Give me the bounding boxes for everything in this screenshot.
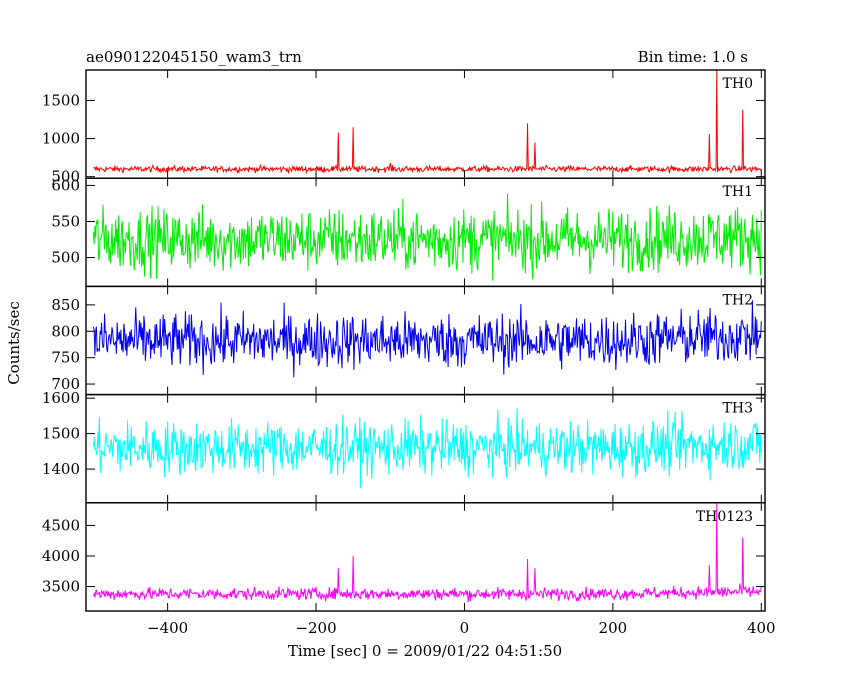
series-line-th1 — [92, 193, 762, 281]
y-tick-label: 4000 — [42, 547, 80, 565]
y-tick-label: 600 — [51, 176, 80, 194]
y-tick-label: 4500 — [42, 516, 80, 534]
x-tick-label: 0 — [460, 619, 470, 637]
y-tick-label: 1600 — [42, 389, 80, 407]
y-tick-label: 1400 — [42, 460, 80, 478]
series-line-th3 — [92, 408, 762, 488]
y-tick-label: 700 — [51, 375, 80, 393]
series-line-th0123 — [92, 502, 762, 603]
y-axis-label: Counts/sec — [5, 301, 23, 385]
panel-label: TH3 — [723, 401, 753, 417]
panel-th0: 500 1000 1500 TH0 — [42, 69, 766, 186]
panels-group: 500 1000 1500 TH0 500 550 600 TH1 700 750 800 850 TH… — [42, 69, 766, 612]
x-tick-label: −200 — [295, 619, 336, 637]
panel-th0123: 3500 4000 4500 TH0123 — [42, 502, 766, 612]
panel-frame — [85, 502, 766, 612]
chart-title: ae090122045150_wam3_trn — [86, 48, 302, 66]
panel-label: TH0123 — [696, 509, 753, 525]
x-tick-label: 200 — [599, 619, 628, 637]
y-tick-label: 750 — [51, 349, 80, 367]
panel-th1: 500 550 600 TH1 — [51, 176, 766, 288]
x-tick-label: 400 — [747, 619, 776, 637]
panel-frame — [85, 69, 766, 179]
panel-label: TH2 — [723, 292, 753, 308]
x-tick-label: −400 — [147, 619, 188, 637]
series-line-th2 — [92, 300, 762, 378]
panel-label: TH1 — [723, 184, 753, 200]
x-axis-tick-labels: −400 −200 0 200 400 — [147, 619, 776, 637]
y-tick-label: 500 — [51, 249, 80, 267]
y-tick-label: 3500 — [42, 578, 80, 596]
series-line-th0 — [93, 70, 762, 175]
y-tick-label: 550 — [51, 212, 80, 230]
y-tick-label: 850 — [51, 296, 80, 314]
bin-time-label: Bin time: 1.0 s — [638, 48, 748, 66]
y-tick-label: 1500 — [42, 425, 80, 443]
y-tick-label: 800 — [51, 322, 80, 340]
y-tick-label: 1000 — [42, 130, 80, 148]
panel-th2: 700 750 800 850 TH2 — [51, 285, 766, 396]
x-axis-label: Time [sec] 0 = 2009/01/22 04:51:50 — [288, 642, 562, 660]
y-tick-label: 500 — [51, 168, 80, 186]
panel-label: TH0 — [723, 76, 753, 92]
panel-th3: 1400 1500 1600 TH3 — [42, 389, 766, 504]
y-tick-label: 1500 — [42, 91, 80, 109]
